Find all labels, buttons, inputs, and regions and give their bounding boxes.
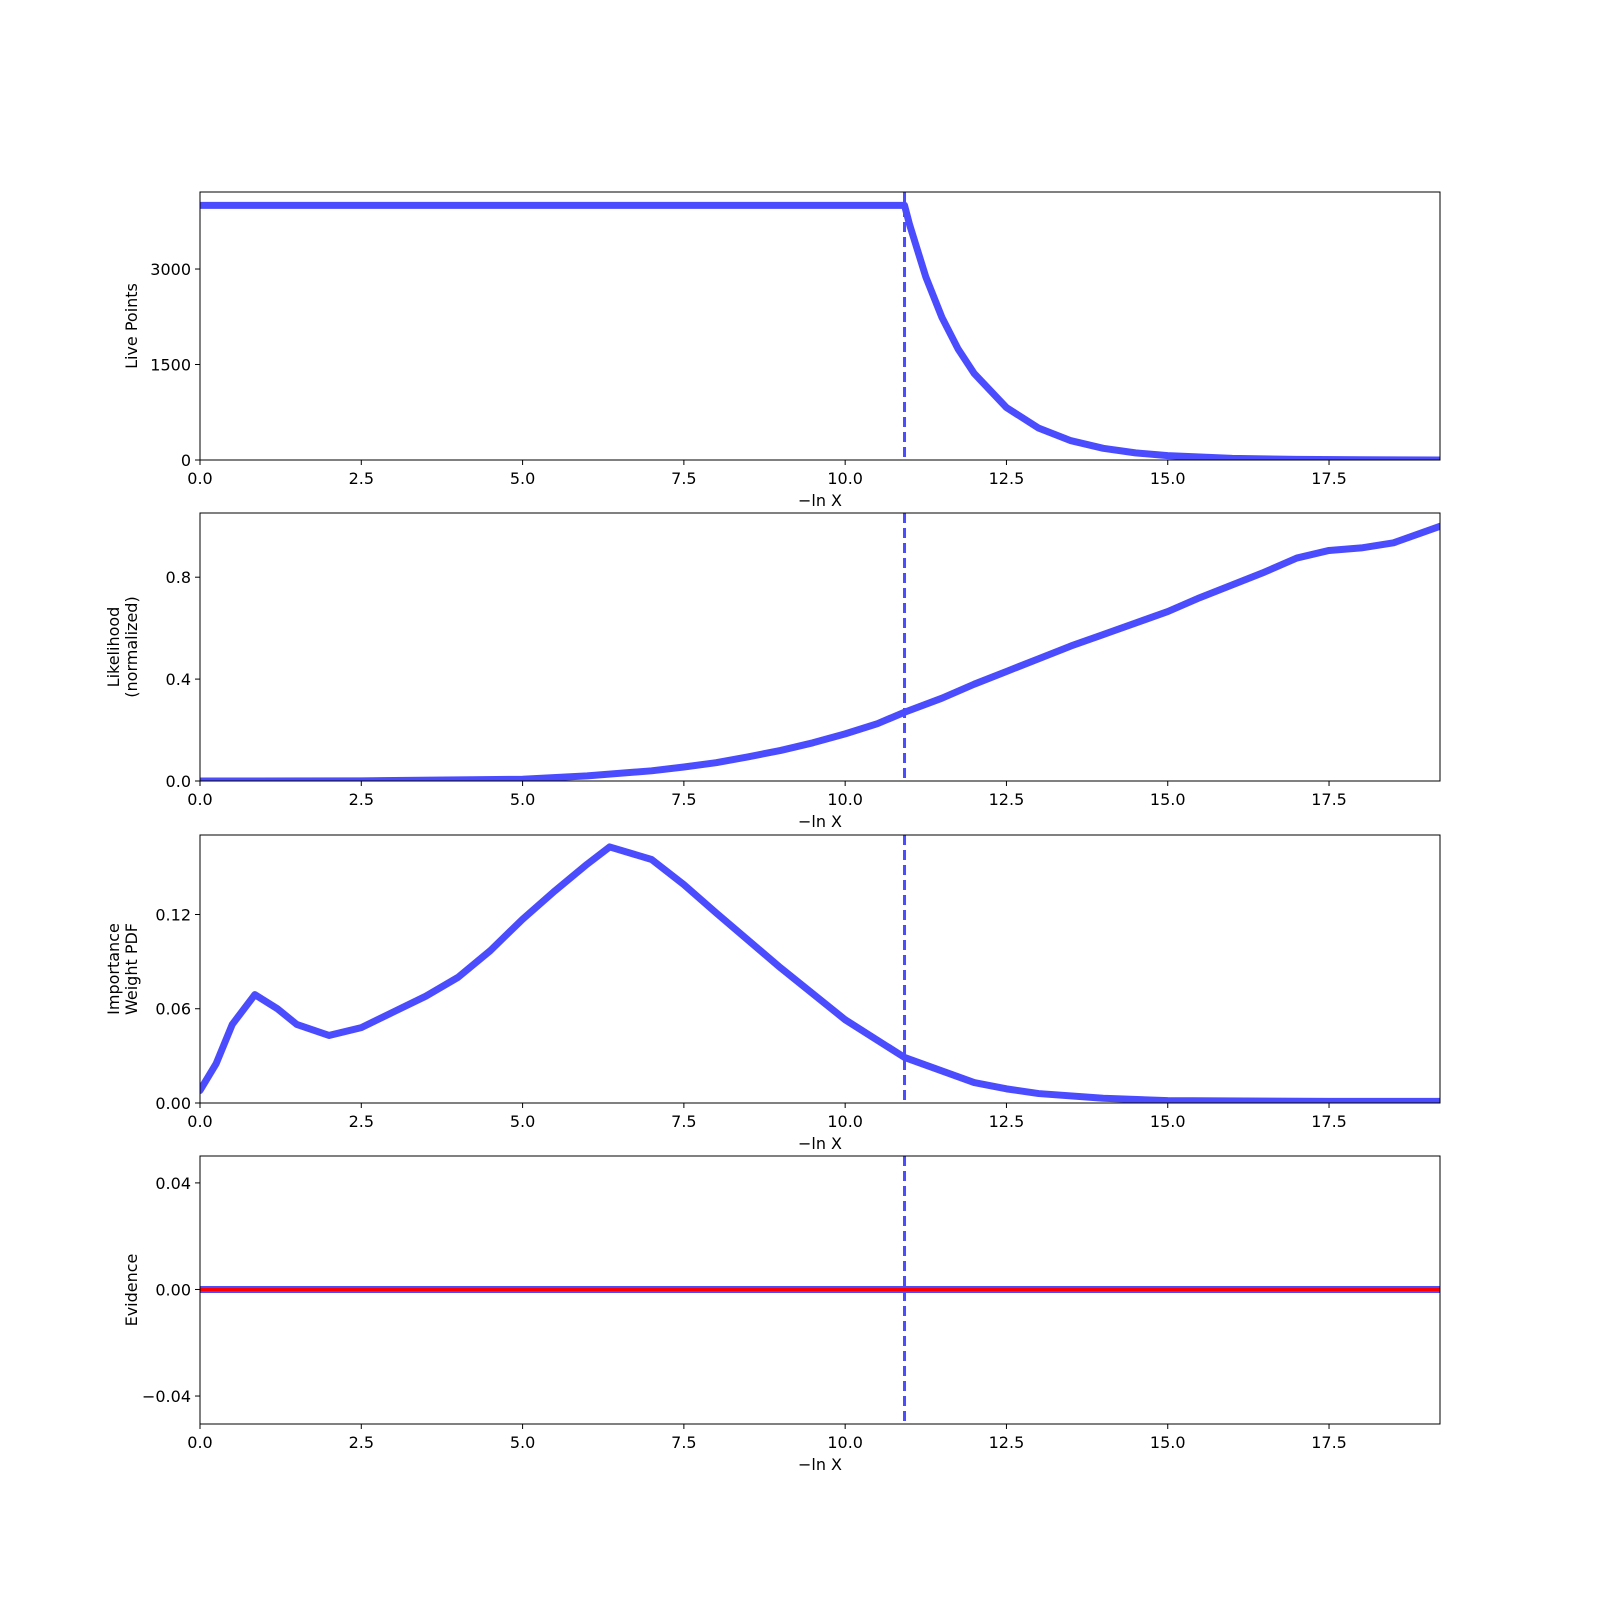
- x-tick-label: 12.5: [989, 469, 1025, 488]
- panel: 0.0 2.5 5.0 7.5 10.0 12.5 15.0 17.5 0 1500 3000 −ln…: [122, 191, 1441, 510]
- data-line: [200, 201, 1440, 460]
- y-tick-label: −0.04: [142, 1387, 191, 1406]
- x-axis-label: −ln X: [798, 812, 842, 831]
- x-tick-label: 7.5: [671, 1112, 696, 1131]
- plot-area: [200, 835, 1440, 1103]
- x-tick-label: 5.0: [510, 790, 535, 809]
- y-axis-label: (normalized): [122, 596, 141, 697]
- x-axis-label: −ln X: [798, 1134, 842, 1153]
- plot-area: [200, 1156, 1440, 1424]
- panel: 0.0 2.5 5.0 7.5 10.0 12.5 15.0 17.5 −0.04 0.00 0.0…: [122, 1155, 1441, 1474]
- x-tick-label: 17.5: [1311, 469, 1347, 488]
- axes-frame: [199, 1155, 1441, 1425]
- x-tick-label: 17.5: [1311, 1112, 1347, 1131]
- axes-frame: [199, 191, 1441, 461]
- x-tick-label: 5.0: [510, 1433, 535, 1452]
- y-tick-label: 0.04: [155, 1174, 191, 1193]
- y-axis-label: Importance: [104, 923, 123, 1015]
- y-tick-label: 0.8: [166, 568, 191, 587]
- data-line: [200, 522, 1440, 781]
- x-tick-label: 2.5: [349, 1433, 374, 1452]
- x-tick-label: 15.0: [1150, 1433, 1186, 1452]
- x-tick-label: 0.0: [187, 790, 212, 809]
- x-tick-label: 10.0: [827, 1112, 863, 1131]
- plot-area: [200, 192, 1440, 460]
- x-tick-label: 2.5: [349, 469, 374, 488]
- y-tick-label: 1500: [150, 356, 191, 375]
- y-tick-label: 3000: [150, 260, 191, 279]
- axes-frame: [199, 512, 1441, 782]
- x-axis-label: −ln X: [798, 1455, 842, 1474]
- x-tick-label: 10.0: [827, 469, 863, 488]
- y-tick-label: 0.06: [155, 1000, 191, 1019]
- y-tick-label: 0.0: [166, 772, 191, 791]
- x-tick-label: 17.5: [1311, 790, 1347, 809]
- x-tick-label: 0.0: [187, 469, 212, 488]
- y-axis-label: Evidence: [122, 1254, 141, 1327]
- x-tick-label: 7.5: [671, 1433, 696, 1452]
- x-tick-label: 5.0: [510, 469, 535, 488]
- x-tick-label: 7.5: [671, 469, 696, 488]
- x-tick-label: 17.5: [1311, 1433, 1347, 1452]
- x-tick-label: 15.0: [1150, 790, 1186, 809]
- x-tick-label: 15.0: [1150, 469, 1186, 488]
- y-tick-label: 0.00: [155, 1094, 191, 1113]
- x-tick-label: 0.0: [187, 1112, 212, 1131]
- x-tick-label: 12.5: [989, 1112, 1025, 1131]
- y-axis-label: Likelihood: [104, 607, 123, 688]
- x-tick-label: 12.5: [989, 790, 1025, 809]
- y-tick-label: 0.00: [155, 1280, 191, 1299]
- y-tick-label: 0: [181, 451, 191, 470]
- x-tick-label: 0.0: [187, 1433, 212, 1452]
- y-tick-label: 0.4: [166, 670, 191, 689]
- x-tick-label: 12.5: [989, 1433, 1025, 1452]
- data-line: [200, 843, 1440, 1103]
- plot-area: [200, 513, 1440, 781]
- x-tick-label: 10.0: [827, 790, 863, 809]
- x-tick-label: 10.0: [827, 1433, 863, 1452]
- x-tick-label: 2.5: [349, 1112, 374, 1131]
- x-tick-label: 15.0: [1150, 1112, 1186, 1131]
- y-tick-label: 0.12: [155, 905, 191, 924]
- axes-frame: [199, 834, 1441, 1104]
- x-tick-label: 2.5: [349, 790, 374, 809]
- y-axis-label: Live Points: [122, 283, 141, 369]
- y-axis-label: Weight PDF: [122, 923, 141, 1015]
- panel: 0.0 2.5 5.0 7.5 10.0 12.5 15.0 17.5 0.0 0.4 0.8 −ln…: [104, 512, 1441, 831]
- panel: 0.0 2.5 5.0 7.5 10.0 12.5 15.0 17.5 0.00 0.06 0.12…: [104, 834, 1441, 1153]
- x-tick-label: 5.0: [510, 1112, 535, 1131]
- x-axis-label: −ln X: [798, 491, 842, 510]
- x-tick-label: 7.5: [671, 790, 696, 809]
